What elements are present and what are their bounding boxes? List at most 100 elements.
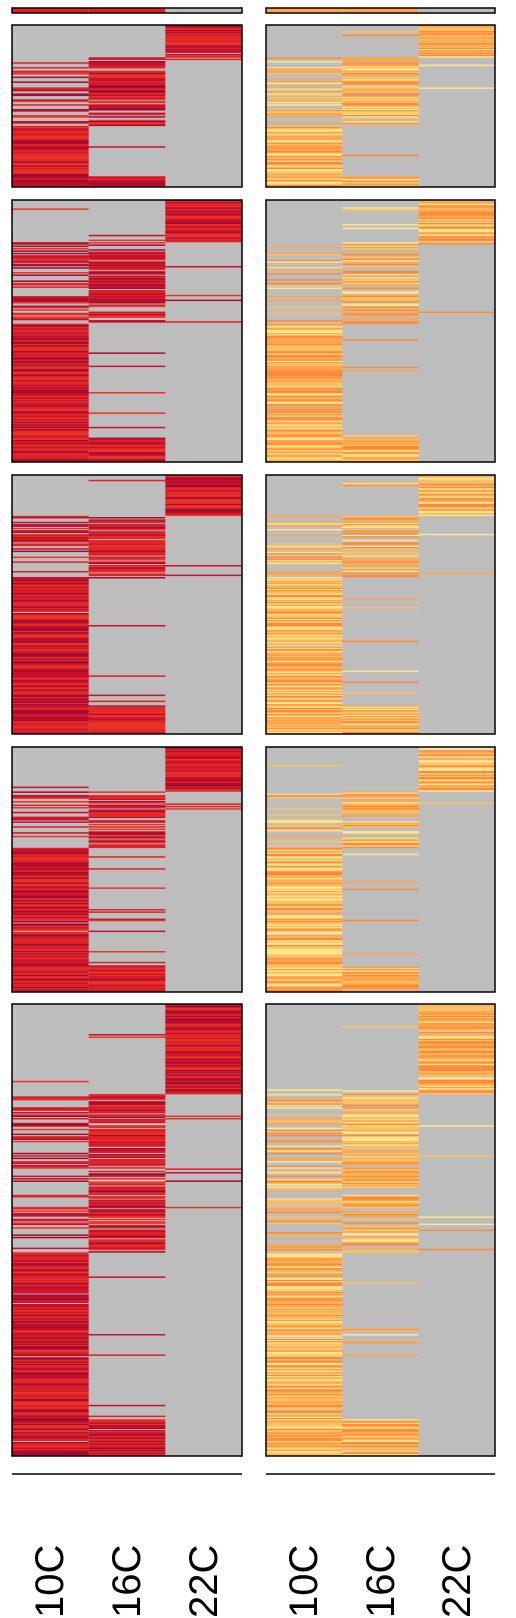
heatmap-cell [89,1237,166,1239]
heatmap-cell [89,1165,166,1167]
heatmap-cell [89,537,166,539]
heatmap-cell [342,73,418,75]
heatmap-cell [89,306,166,308]
heatmap-cell [12,1224,89,1226]
heatmap-cell [12,541,89,543]
heatmap-cell [12,797,89,799]
heatmap-cell [89,563,166,565]
heatmap-cell [266,273,342,275]
heatmap-cell [12,81,89,83]
heatmap-cell [266,406,342,408]
heatmap-cell [266,68,342,70]
heatmap-cell [165,806,242,808]
heatmap-cell [266,1141,342,1143]
heatmap-cell [266,548,342,550]
heatmap-cell [419,790,495,792]
heatmap-cell [342,314,418,316]
heatmap-cell [12,267,89,269]
heatmap-cell [266,830,342,832]
heatmap-cell [266,283,342,285]
heatmap-cell [12,1176,89,1178]
heatmap-cell [89,249,166,251]
heatmap-cell [342,826,418,828]
heatmap-cell [419,1032,495,1034]
heatmap-cell [266,1153,342,1155]
heatmap-cell [266,1209,342,1211]
heatmap-cell [89,1176,166,1178]
heatmap-cell [165,1180,242,1182]
heatmap-cell [89,962,166,964]
heatmap-cell [342,607,418,609]
heatmap-cell [266,1107,342,1109]
heatmap-cell [89,366,166,368]
heatmap-cell [342,256,418,258]
heatmap-cell [12,307,89,309]
heatmap-cell [89,791,166,793]
heatmap-cell [266,808,342,810]
heatmap-cell [89,826,166,828]
heatmap-cell [12,261,89,263]
heatmap-cell [266,523,342,525]
heatmap-cell [266,104,342,106]
heatmap-cell [266,836,342,838]
heatmap-cell [89,1036,166,1038]
heatmap-cell [342,533,418,535]
heatmap-cell [266,1212,342,1214]
heatmap-cell [89,273,166,275]
heatmap-cell [12,1158,89,1160]
heatmap-cell [342,1112,418,1114]
heatmap-cell [12,1208,89,1210]
heatmap-cell [89,321,166,323]
heatmap-cell [342,1090,418,1092]
heatmap-cell [342,1354,418,1356]
heatmap-cell [89,856,166,858]
heatmap-cell [266,320,342,322]
heatmap-cell [419,748,495,750]
heatmap-cell [266,1273,342,1275]
heatmap-cell [12,732,89,734]
heatmap-cell [12,77,89,79]
heatmap-cell [419,534,495,536]
heatmap-cell [12,787,89,789]
heatmap-cell [12,95,89,97]
heatmap-cell [342,123,418,125]
heatmap-cell [419,515,495,517]
heatmap-cell [165,59,242,61]
heatmap-cell [89,242,166,244]
heatmap-cell [266,95,342,97]
heatmap-cell [12,832,89,834]
heatmap-cell [419,802,495,804]
heatmap-cell [342,435,418,437]
heatmap-cell [342,889,418,891]
heatmap-cell [12,1110,89,1112]
heatmap-cell [266,933,342,935]
heatmap-cell [266,1101,342,1103]
heatmap-cell [266,563,342,565]
heatmap-cell [12,1099,89,1101]
heatmap-cell [419,87,495,89]
heatmap-cell [342,309,418,311]
heatmap-cell [342,298,418,300]
heatmap-cell [266,1233,342,1235]
heatmap-cell [266,261,342,263]
heatmap-cell [342,518,418,520]
heatmap-cell [165,1118,242,1120]
heatmap-cell [266,732,342,734]
heatmap-cell [342,35,418,37]
heatmap-cell [89,109,166,111]
heatmap-cell [419,758,495,760]
heatmap-cell [266,1186,342,1188]
heatmap-cell [266,1098,342,1100]
heatmap-cell [266,525,342,527]
heatmap-cell [419,572,495,574]
heatmap-cell [89,529,166,531]
heatmap-cell [342,1236,418,1238]
heatmap-cell [419,241,495,243]
heatmap-cell [342,988,418,990]
heatmap-cell [266,61,342,63]
heatmap-cell [342,681,418,683]
heatmap-cell [89,1112,166,1114]
heatmap-cell [12,1116,89,1118]
heatmap-cell [342,732,418,734]
heatmap-cell [266,1222,342,1224]
